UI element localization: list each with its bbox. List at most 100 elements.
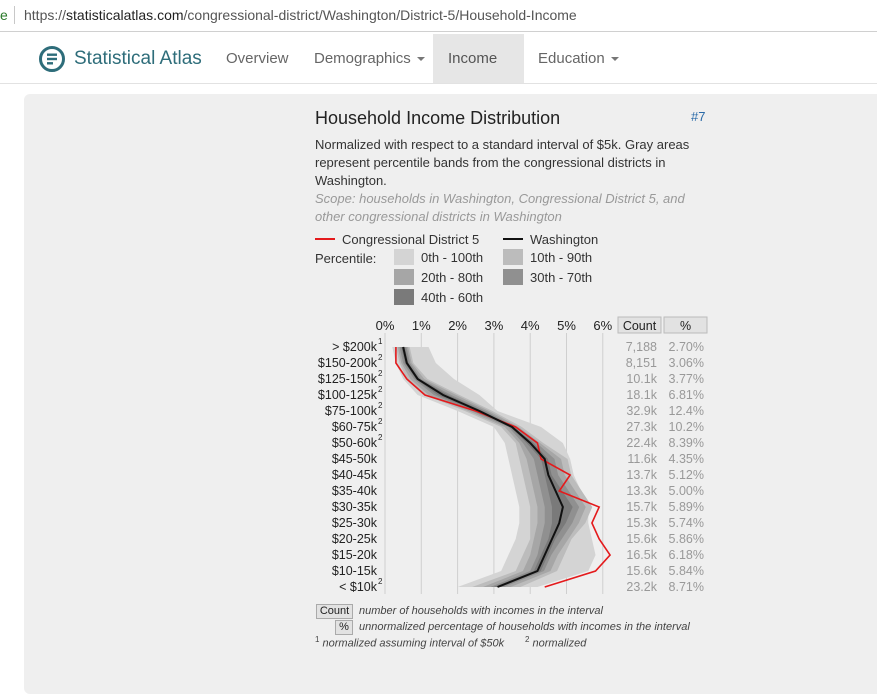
figure-description: Normalized with respect to a standard in… <box>315 137 690 188</box>
url-edge-fragment: e <box>0 7 8 23</box>
nav-income[interactable]: Income <box>433 34 524 111</box>
percent-value: 8.39% <box>669 436 704 450</box>
row-label: $15-20k <box>332 548 378 562</box>
x-tick-label: 0% <box>376 318 395 333</box>
percent-value: 4.35% <box>669 452 704 466</box>
count-description: number of households with incomes in the… <box>359 605 603 617</box>
row-label: $45-50k <box>332 452 378 466</box>
x-tick-label: 4% <box>521 318 540 333</box>
address-bar[interactable]: e https://statisticalatlas.com/congressi… <box>0 0 877 32</box>
percent-value: 5.84% <box>669 564 704 578</box>
legend-band-swatch <box>394 289 414 305</box>
count-column-header <box>617 316 662 334</box>
count-value: 7,188 <box>626 340 657 354</box>
row-label: $40-45k <box>332 468 378 482</box>
count-value: 15.6k <box>626 564 657 578</box>
count-value: 22.4k <box>626 436 657 450</box>
legend-band-label: 40th - 60th <box>421 290 484 305</box>
legend-band-swatch <box>394 269 414 285</box>
percentile-band <box>397 347 586 587</box>
figure-title: Household Income Distribution <box>315 108 561 128</box>
figure-scope: Scope: households in Washington, Congres… <box>315 191 685 224</box>
statistical-atlas-logo-icon <box>39 46 65 72</box>
url-path: /congressional-district/Washington/Distr… <box>183 7 577 23</box>
legend-percentile-label: Percentile: <box>315 251 377 266</box>
row-label: $35-40k <box>332 484 378 498</box>
row-label: $75-100k <box>325 404 378 418</box>
row-label: $50-60k <box>332 436 378 450</box>
percent-value: 5.86% <box>669 532 704 546</box>
legend-state-line <box>503 238 523 240</box>
footnote-2: 2 normalized <box>525 635 587 650</box>
count-legend-button: Count <box>316 604 353 619</box>
pct-description: unnormalized percentage of households wi… <box>359 621 690 633</box>
row-label: $25-30k <box>332 516 378 530</box>
washington-line <box>402 346 564 588</box>
percent-value: 6.18% <box>669 548 704 562</box>
row-label-superscript: 2 <box>378 417 383 426</box>
percent-value: 5.74% <box>669 516 704 530</box>
legend-band-swatch <box>394 249 414 265</box>
nav-income-label: Income <box>448 50 498 67</box>
count-value: 13.3k <box>626 484 657 498</box>
url-host: statisticalatlas.com <box>66 7 184 23</box>
count-value: 11.6k <box>627 452 657 466</box>
count-value: 13.7k <box>626 468 657 482</box>
nav-overview-label: Overview <box>226 50 289 67</box>
row-label-superscript: 1 <box>378 337 383 346</box>
row-label-superscript: 2 <box>378 385 383 394</box>
income-distribution-chart: 0% 1% 2% 3% 4% 5% 6% > $200k 1 7,188 2.70% $150-200… <box>318 316 708 594</box>
address-bar-divider <box>14 6 15 24</box>
row-label: $150-200k <box>318 356 378 370</box>
percent-column-header-label: % <box>680 319 691 333</box>
footnote-1-text: normalized assuming interval of $50k <box>322 637 505 650</box>
row-label-superscript: 2 <box>378 433 383 442</box>
percent-value: 3.77% <box>669 372 704 386</box>
percent-value: 3.06% <box>669 356 704 370</box>
brand-name: Statistical Atlas <box>74 48 202 69</box>
row-label-superscript: 2 <box>378 369 383 378</box>
site-navbar: Statistical Atlas Overview Demographics … <box>0 34 877 111</box>
district-5-line <box>395 347 612 588</box>
x-tick-label: 1% <box>412 318 431 333</box>
legend-district-label: Congressional District 5 <box>342 232 480 247</box>
row-label-superscript: 2 <box>378 577 383 586</box>
row-label: $30-35k <box>332 500 378 514</box>
count-value: 15.7k <box>626 500 657 514</box>
percent-value: 5.12% <box>669 468 704 482</box>
row-label-superscript: 2 <box>378 401 383 410</box>
nav-overview[interactable]: Overview <box>211 34 304 83</box>
legend-band-label: 20th - 80th <box>421 270 484 285</box>
pct-legend-button: % <box>335 620 353 635</box>
nav-demographics-label: Demographics <box>314 50 411 67</box>
legend-band-label: 10th - 90th <box>530 250 593 265</box>
percent-column-header <box>663 316 708 334</box>
percent-value: 12.4% <box>669 404 704 418</box>
legend-band-swatch <box>503 249 523 265</box>
legend-state-label: Washington <box>530 232 599 247</box>
count-value: 15.6k <box>626 532 657 546</box>
row-label: $60-75k <box>332 420 378 434</box>
url-text[interactable]: https://statisticalatlas.com/congression… <box>24 7 577 23</box>
row-label-superscript: 2 <box>378 353 383 362</box>
nav-education-label: Education <box>538 50 605 67</box>
row-label: $125-150k <box>318 372 378 386</box>
count-value: 15.3k <box>626 516 657 530</box>
nav-education[interactable]: Education <box>523 34 634 83</box>
legend-band-swatch <box>503 269 523 285</box>
percent-value: 6.81% <box>669 388 704 402</box>
figure-number-link[interactable]: #7 <box>691 109 706 124</box>
row-label: $20-25k <box>332 532 378 546</box>
count-value: 8,151 <box>626 356 657 370</box>
count-value: 32.9k <box>626 404 657 418</box>
nav-demographics[interactable]: Demographics <box>299 34 440 83</box>
caret-down-icon <box>610 57 619 62</box>
x-tick-label: 2% <box>448 318 467 333</box>
count-value: 18.1k <box>626 388 657 402</box>
count-column-header-label: Count <box>623 319 657 333</box>
count-value: 27.3k <box>626 420 657 434</box>
legend-district-line <box>315 238 335 240</box>
percent-value: 8.71% <box>669 580 704 594</box>
brand-link[interactable]: Statistical Atlas <box>39 46 202 72</box>
count-value: 23.2k <box>626 580 657 594</box>
